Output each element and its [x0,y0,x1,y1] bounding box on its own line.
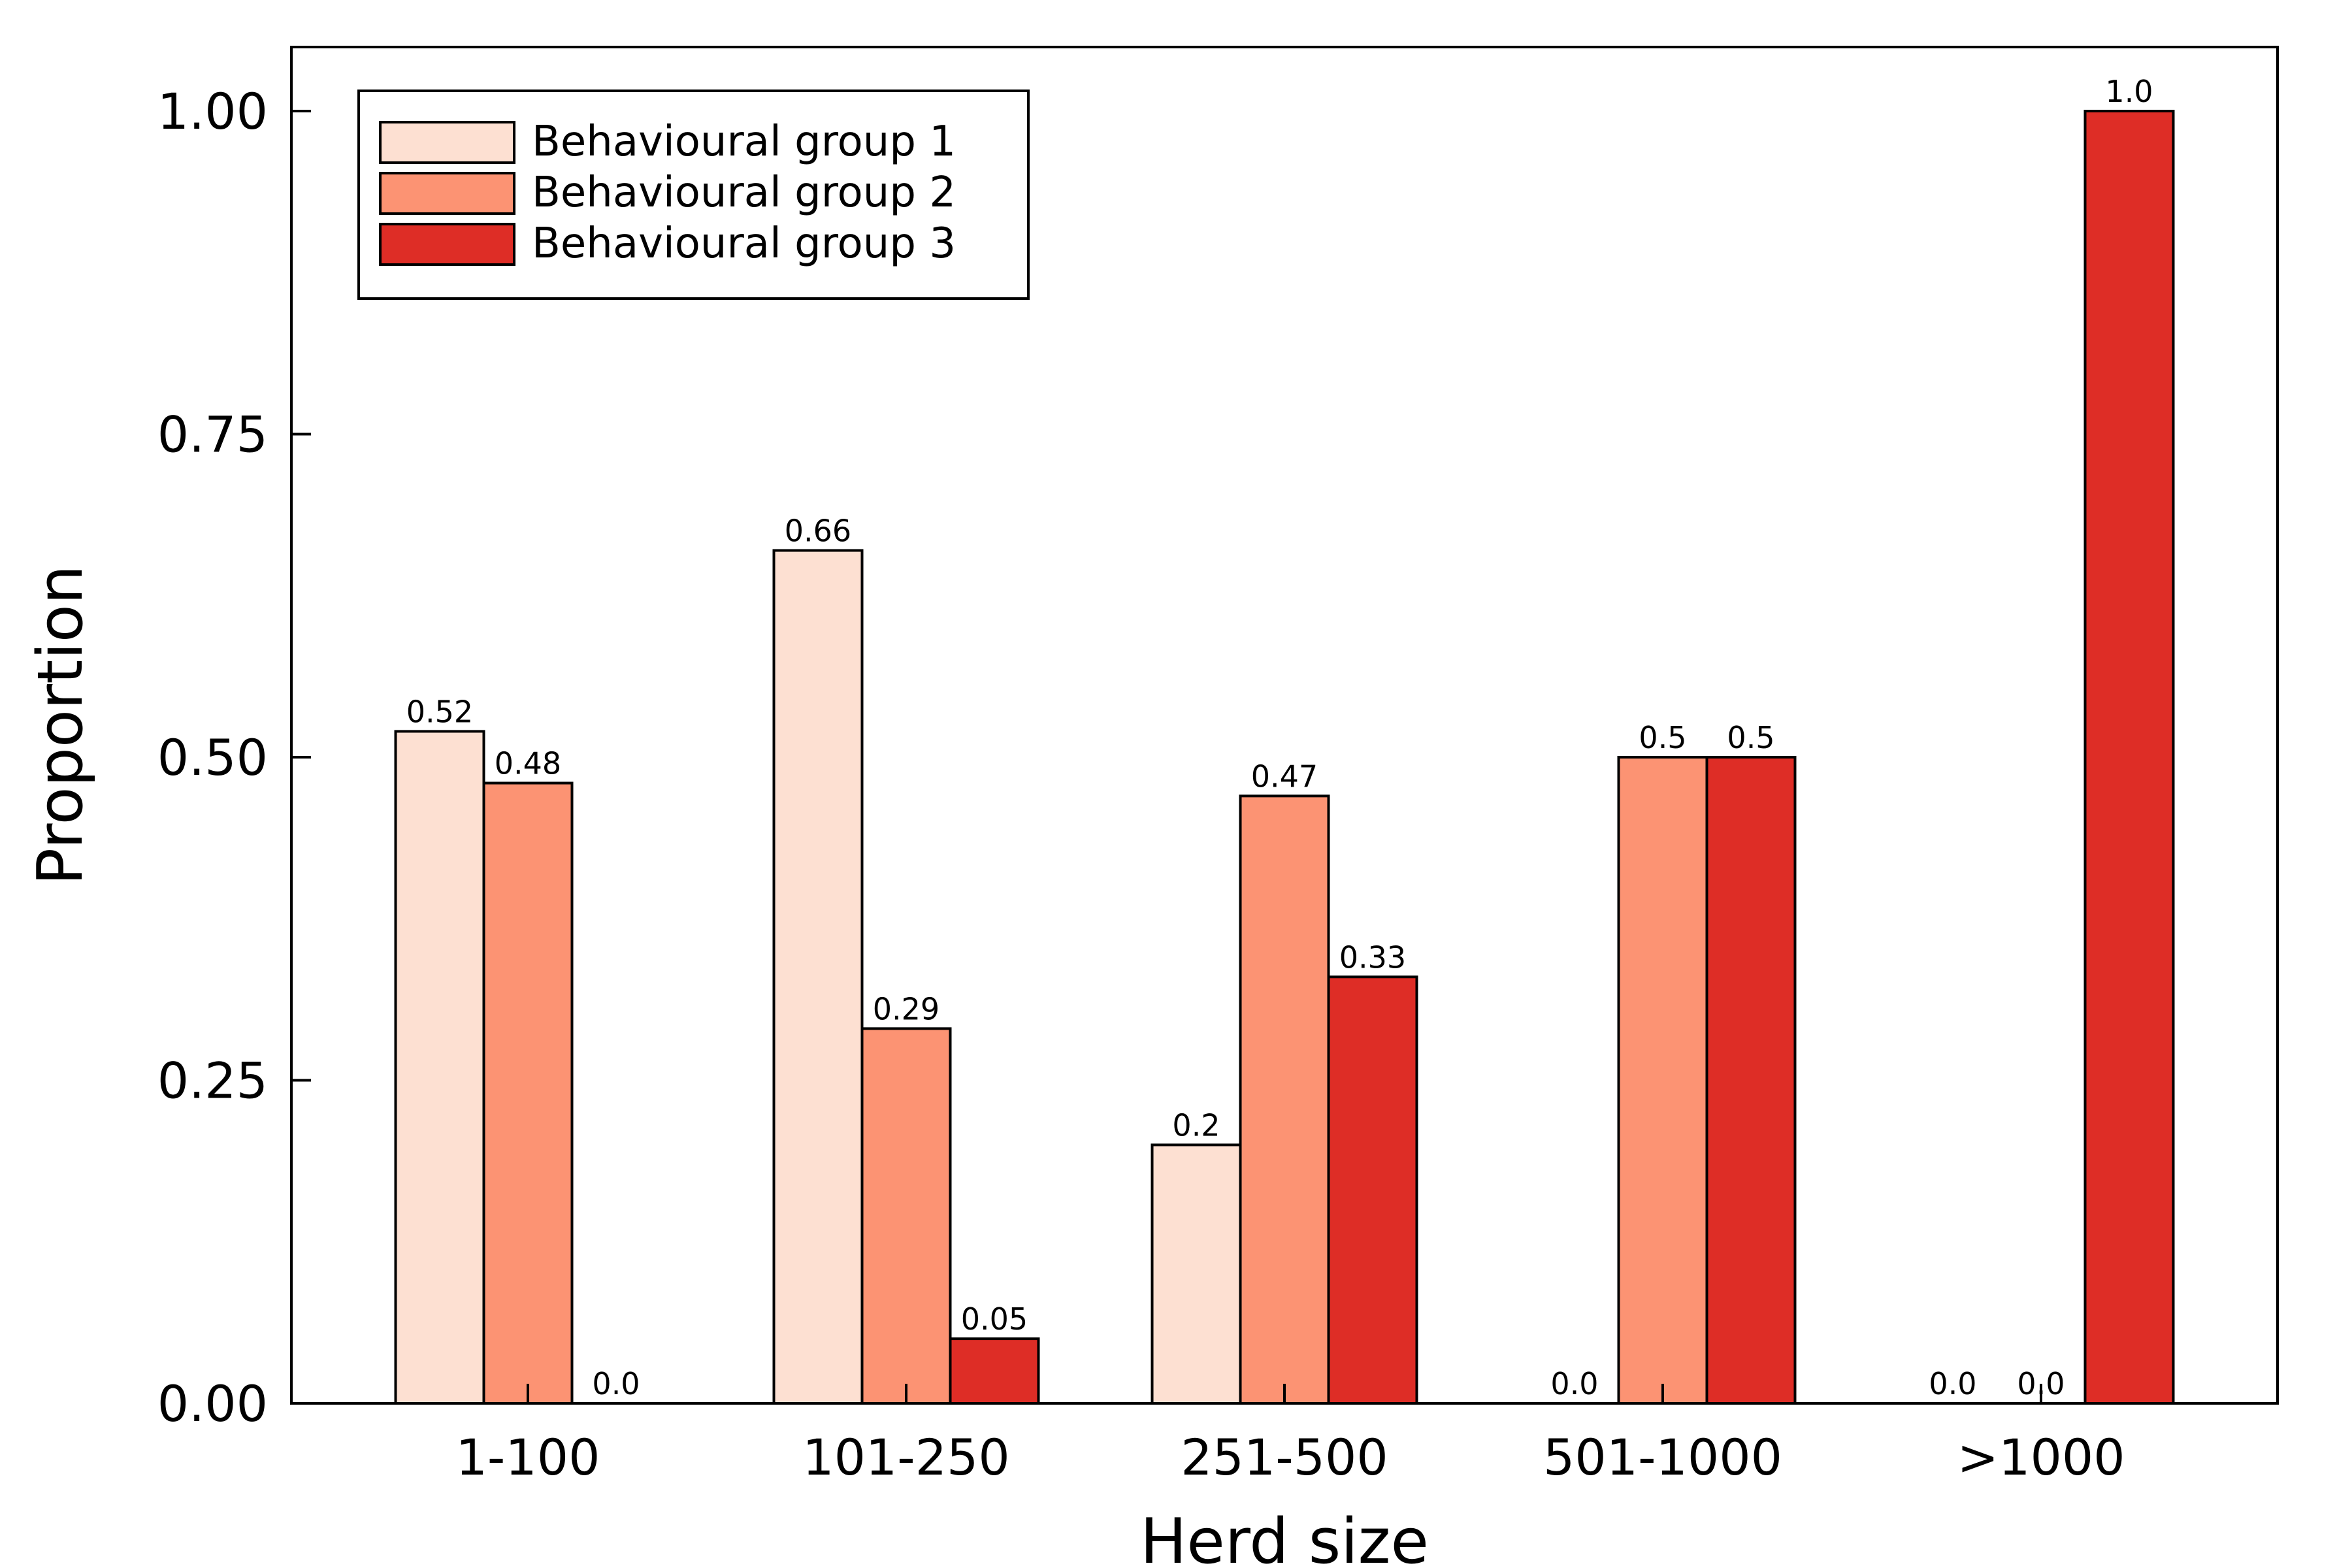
x-tick-label: 251-500 [1181,1428,1388,1486]
bar [1327,975,1418,1405]
legend-label: Behavioural group 1 [532,118,956,166]
legend-label: Behavioural group 2 [532,169,956,217]
x-tick-label: 101-250 [802,1428,1010,1486]
bar [2083,110,2175,1405]
data-label: 0.47 [1251,759,1318,794]
x-tick-label: 1-100 [456,1428,600,1486]
data-label: 0.0 [1550,1366,1598,1401]
y-tick-label: 0.25 [157,1052,268,1110]
bar [1705,756,1797,1405]
legend-swatch [379,172,515,215]
data-label: 0.66 [785,514,851,549]
bar [1151,1143,1242,1405]
legend-label: Behavioural group 3 [532,220,956,268]
bars-layer [394,110,2175,1405]
legend-swatch [379,121,515,164]
data-label: 0.5 [1639,720,1686,755]
data-label: 0.5 [1727,720,1774,755]
data-label: 1.0 [2105,74,2153,109]
y-axis: 0.00 0.25 0.50 0.75 1.00 [157,82,311,1433]
bar [772,549,864,1405]
data-labels-layer: 0.52 0.48 0.0 0.66 0.29 0.05 0.2 0.47 0.33 0.0 0.5… [406,74,2153,1401]
bar [394,730,485,1405]
data-label: 0.2 [1172,1107,1220,1143]
data-label: 0.48 [495,746,561,781]
y-tick-label: 1.00 [157,82,268,140]
bar [482,781,574,1405]
legend-swatch [379,223,515,266]
bar [1239,794,1330,1405]
y-tick-label: 0.00 [157,1375,268,1433]
y-tick-label: 0.50 [157,728,268,787]
y-tick-label: 0.75 [157,406,268,464]
data-label: 0.05 [961,1301,1028,1337]
x-axis-title: Herd size [1140,1506,1429,1568]
data-label: 0.52 [406,694,473,729]
data-label: 0.0 [1929,1366,1976,1401]
y-axis-title: Proportion [25,565,97,885]
data-label: 0.33 [1339,939,1406,975]
bar [949,1337,1040,1405]
bar [860,1027,952,1405]
x-axis: 1-100 101-250 251-500 501-1000 >1000 [456,1384,2125,1486]
data-label: 0.29 [873,991,939,1026]
bar [1617,756,1708,1405]
x-tick-label: 501-1000 [1543,1428,1782,1486]
data-label: 0.0 [592,1366,640,1401]
x-tick-label: >1000 [1957,1428,2125,1486]
